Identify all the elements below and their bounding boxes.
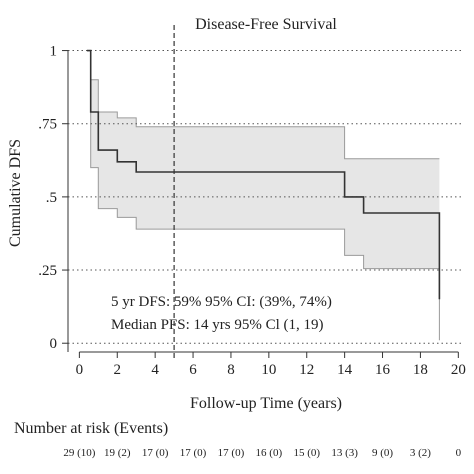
x-tick-label: 0 [76, 362, 84, 378]
x-tick-label: 14 [337, 362, 353, 378]
ci-upper-line [86, 50, 440, 160]
risk-table-cell: 19 (2) [104, 447, 131, 459]
risk-table-cell: 29 (10) [63, 447, 95, 459]
risk-table-cell: 13 (3) [331, 447, 358, 459]
y-tick-label: 0 [50, 336, 58, 352]
risk-table-cell: 17 (0) [218, 447, 245, 459]
x-tick-label: 6 [189, 362, 197, 378]
risk-table-cell: 17 (0) [180, 447, 207, 459]
x-tick-label: 16 [375, 362, 391, 378]
risk-table-cell: 3 (2) [410, 447, 431, 459]
annotation-five-year-dfs: 5 yr DFS: 59% 95% CI: (39%, 74%) [111, 294, 332, 310]
risk-table-values: 29 (10) 19 (2) 17 (0) 17 (0) 17 (0) 16 (0) 15 … [63, 447, 461, 459]
survival-curve [86, 49, 441, 300]
y-tick-label: .25 [38, 263, 57, 279]
risk-table-cell: 0 [456, 447, 462, 459]
risk-table-cell: 15 (0) [293, 447, 320, 459]
x-tick-label: 10 [261, 362, 276, 378]
x-tick-label: 20 [451, 362, 466, 378]
risk-table-cell: 16 (0) [256, 447, 283, 459]
y-tick-label: 1 [50, 44, 58, 60]
risk-table-cell: 17 (0) [142, 447, 169, 459]
x-tick-label: 2 [114, 362, 122, 378]
grid-lines [68, 50, 464, 344]
confidence-band [86, 50, 440, 341]
x-tick-label: 18 [413, 362, 428, 378]
ci-lower-line [86, 50, 440, 341]
x-axis-label: Follow-up Time (years) [190, 395, 342, 412]
y-tick-label: .75 [38, 117, 57, 133]
x-tick-label: 4 [151, 362, 159, 378]
survival-step-line [86, 49, 441, 300]
risk-table-cell: 9 (0) [372, 447, 393, 459]
y-axis-label: Cumulative DFS [7, 139, 24, 247]
annotation-median-pfs: Median PFS: 14 yrs 95% Cl (1, 19) [111, 317, 324, 333]
x-tick-label: 8 [227, 362, 235, 378]
ci-band-area [86, 50, 440, 341]
x-tick-label: 12 [299, 362, 314, 378]
chart-title: Disease-Free Survival [195, 16, 337, 33]
risk-table-title: Number at risk (Events) [14, 420, 168, 437]
y-tick-label: .5 [46, 190, 57, 206]
